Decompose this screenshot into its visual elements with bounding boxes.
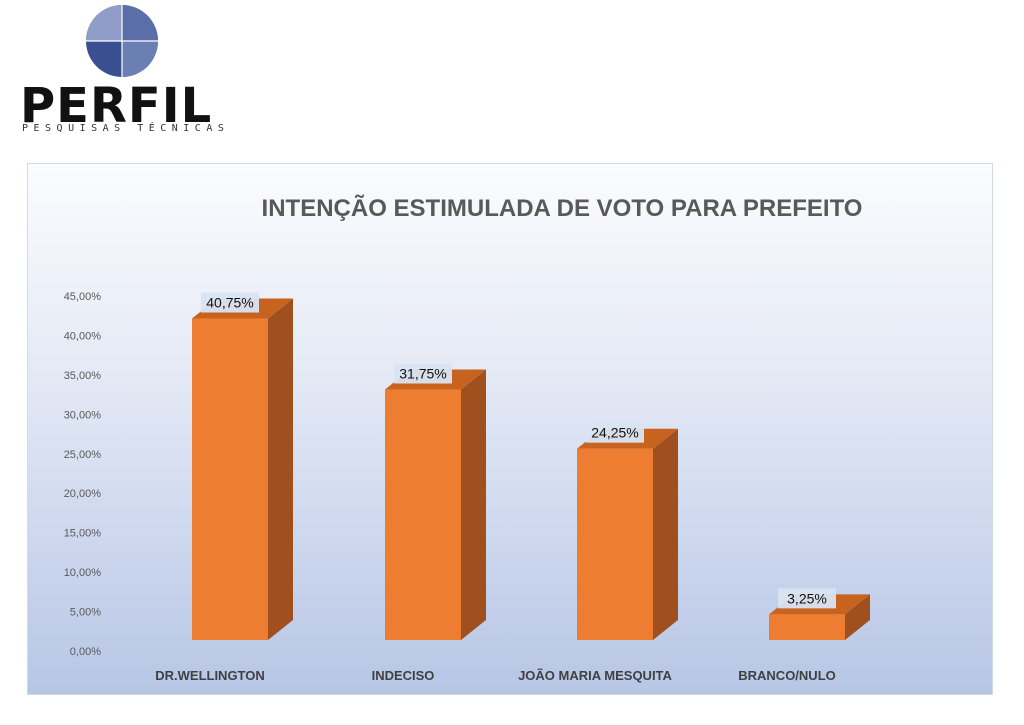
- data-label-box: [201, 292, 259, 313]
- y-tick-label: 0,00%: [70, 646, 101, 658]
- logo-tagline: PESQUISAS TÉCNICAS: [22, 123, 230, 134]
- data-label-box: [778, 588, 836, 609]
- y-tick-label: 35,00%: [64, 370, 102, 382]
- y-tick-label: 45,00%: [64, 291, 102, 303]
- y-tick-label: 15,00%: [64, 528, 102, 540]
- bar: [577, 448, 653, 640]
- y-tick-label: 5,00%: [70, 607, 101, 619]
- bar-side: [268, 298, 293, 640]
- y-tick-label: 25,00%: [64, 449, 102, 461]
- bar-side: [845, 594, 870, 640]
- y-tick-label: 20,00%: [64, 488, 102, 500]
- y-tick-label: 30,00%: [64, 409, 102, 421]
- logo-wordmark: PERFIL: [20, 78, 213, 134]
- data-label-box: [586, 422, 644, 443]
- bar-side: [653, 428, 678, 640]
- bar: [769, 614, 845, 640]
- data-label: 3,25%: [787, 590, 827, 606]
- category-label: INDECISO: [372, 668, 435, 683]
- data-label: 40,75%: [206, 295, 253, 311]
- perfil-logo: PERFIL PESQUISAS TÉCNICAS: [14, 4, 234, 134]
- y-tick-label: 40,00%: [64, 330, 102, 342]
- category-label: BRANCO/NULO: [738, 668, 836, 683]
- category-label: JOÃO MARIA MESQUITA: [518, 668, 672, 683]
- chart-title: INTENÇÃO ESTIMULADA DE VOTO PARA PREFEIT…: [261, 195, 863, 222]
- data-label: 24,25%: [591, 425, 638, 441]
- data-label-box: [394, 363, 452, 384]
- pie-logo-icon: [86, 5, 158, 77]
- category-label: DR.WELLINGTON: [155, 668, 265, 683]
- data-label: 31,75%: [399, 366, 446, 382]
- bar: [385, 389, 461, 640]
- bar-side: [461, 369, 486, 640]
- y-tick-label: 10,00%: [64, 567, 102, 579]
- bar: [192, 318, 268, 640]
